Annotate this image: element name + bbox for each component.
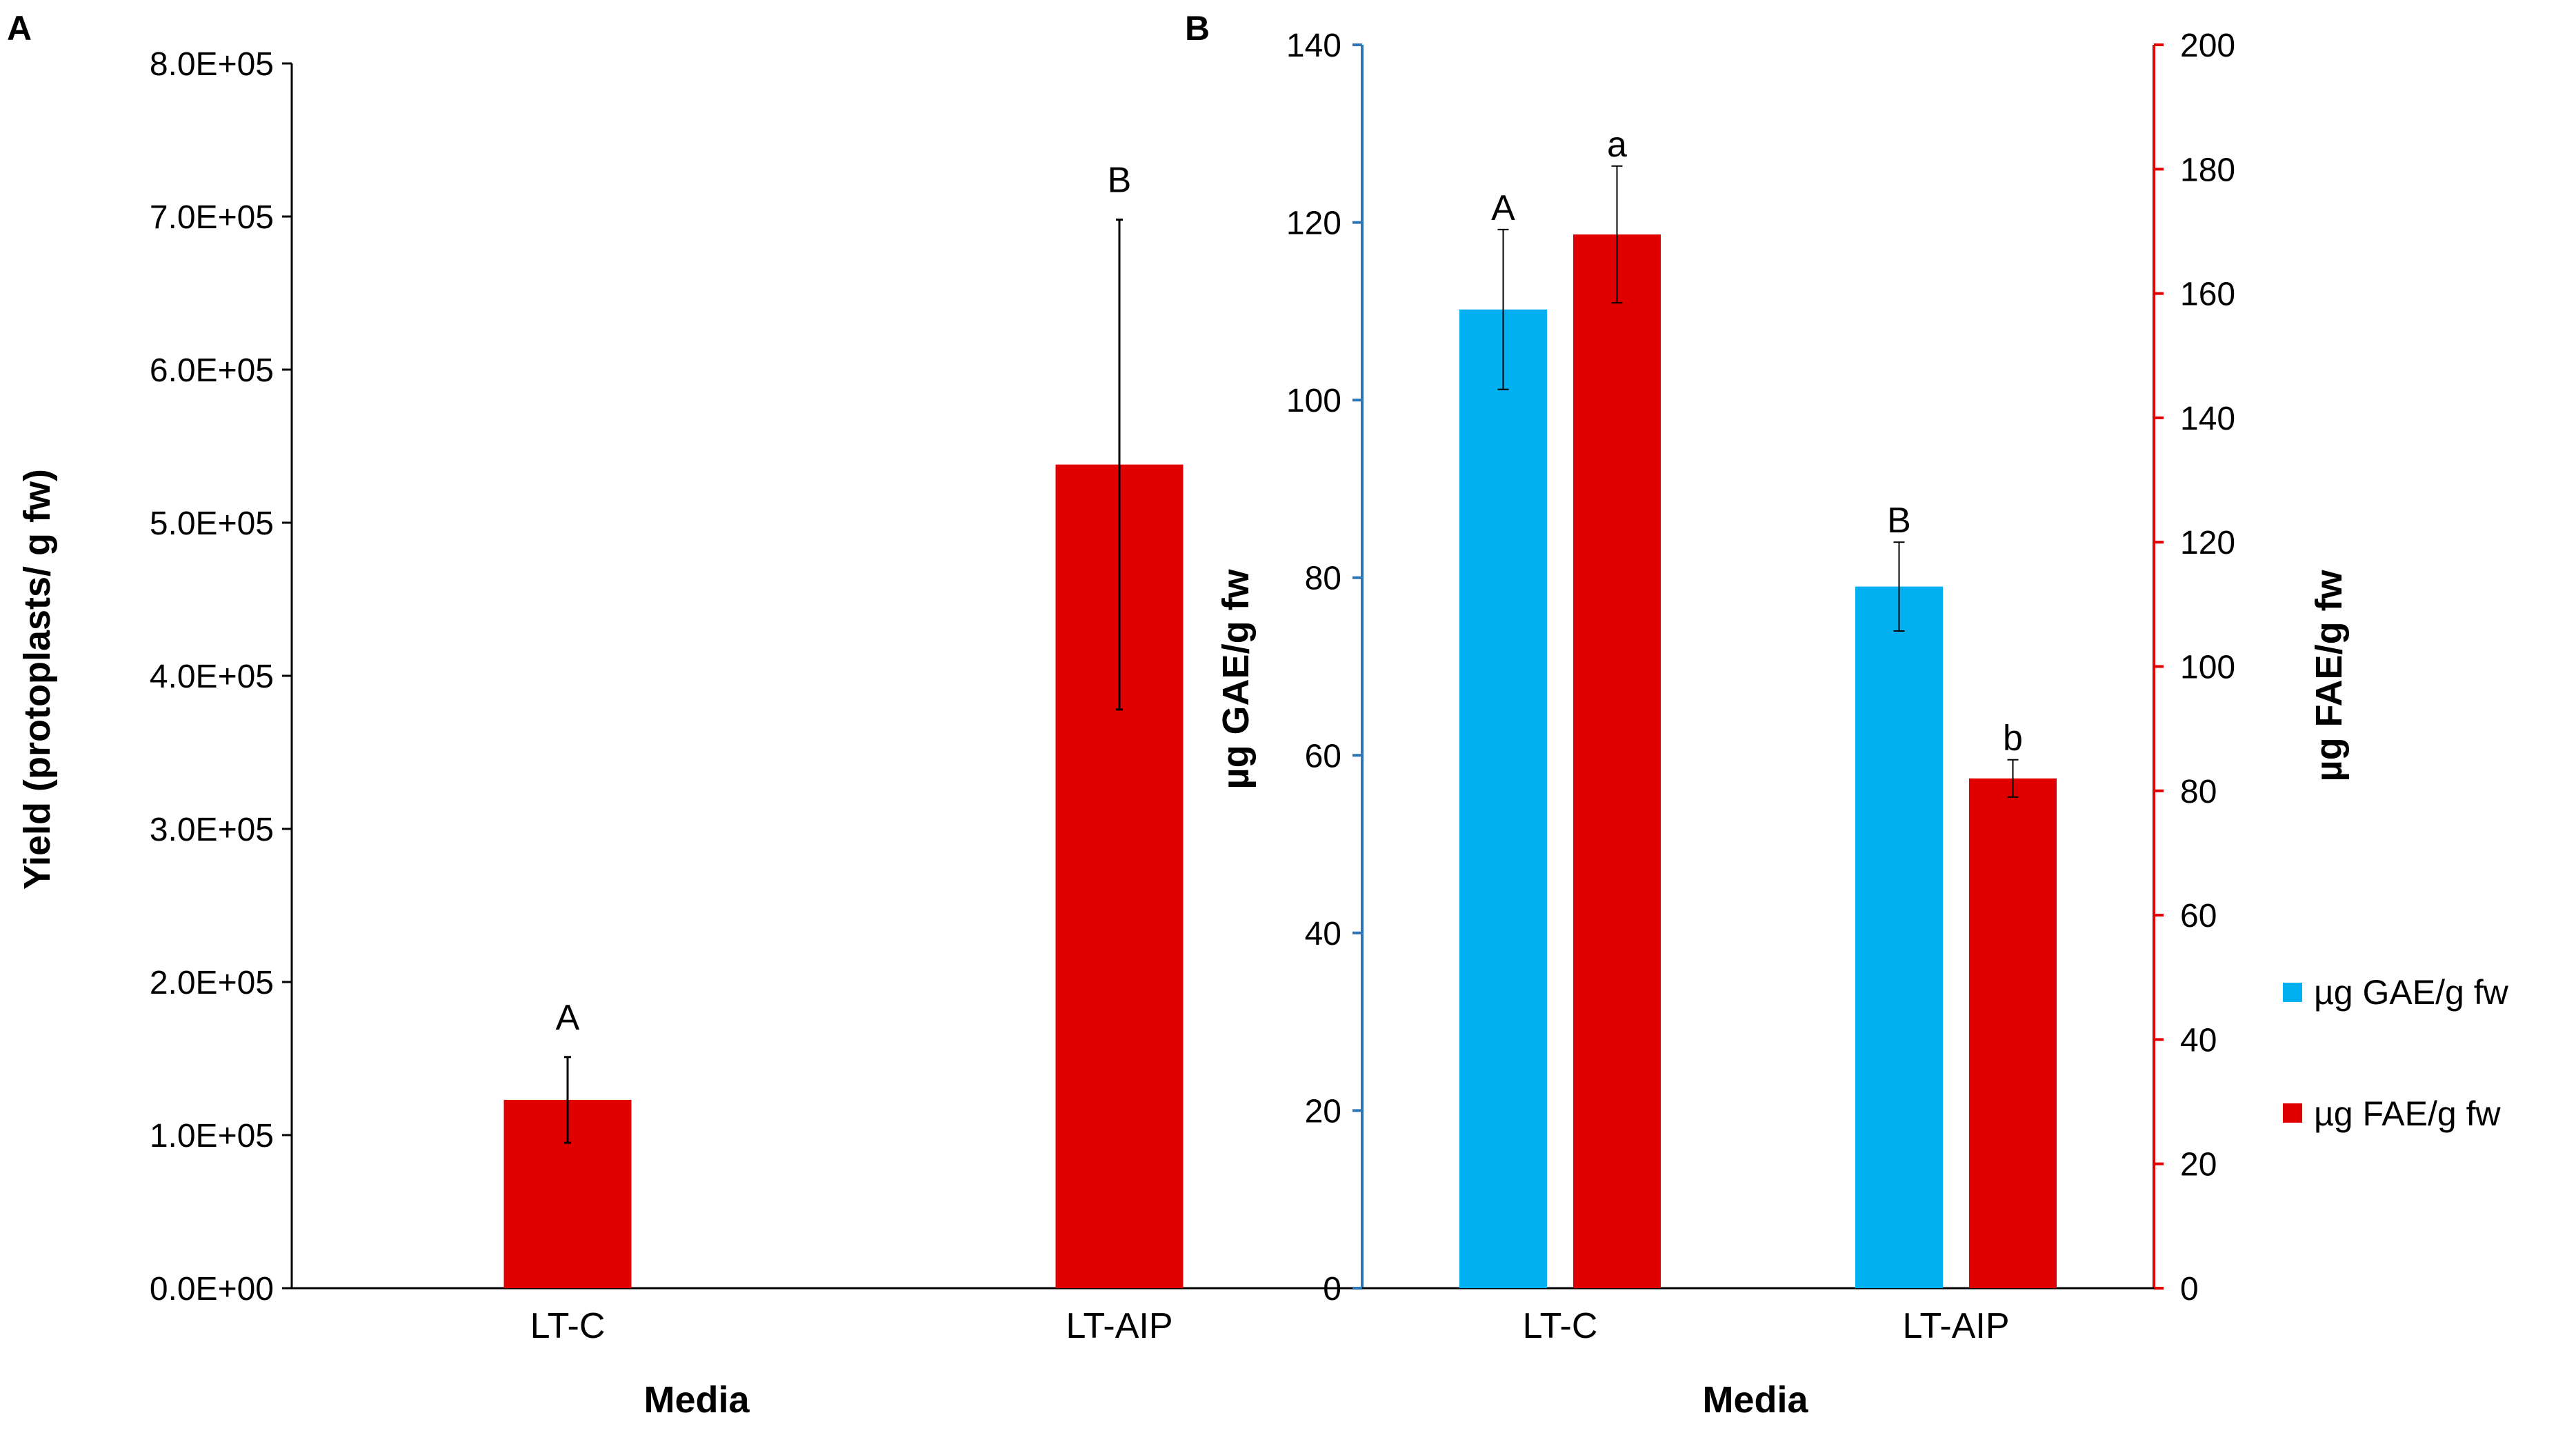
chart-b-left-tick-label: 60 (1305, 738, 1341, 774)
chart-b-right-tick-label: 60 (2180, 898, 2217, 934)
panel-b-label: B (1185, 9, 1210, 48)
legend-label-gae: µg GAE/g fw (2314, 973, 2509, 1012)
chart-b-right-tick-label: 200 (2180, 28, 2235, 64)
chart-a-y-tick-label: 8.0E+05 (150, 46, 274, 83)
chart-a-y-tick-label: 1.0E+05 (150, 1118, 274, 1154)
panel-a-label: A (7, 9, 32, 48)
chart-b-left-tick-label: 100 (1286, 383, 1341, 419)
chart-b-significance-letter: A (1491, 188, 1515, 228)
chart-b-left-tick-label: 40 (1305, 916, 1341, 952)
chart-a-y-axis-title: Yield (protoplasts/ g fw) (17, 469, 58, 890)
chart-a-significance-letter: B (1108, 160, 1132, 200)
chart-b-significance-letter: B (1887, 501, 1911, 541)
chart-b-bar (1969, 778, 2057, 1288)
chart-b-bar (1459, 309, 1547, 1288)
chart-a-y-tick-label: 5.0E+05 (150, 505, 274, 542)
chart-b-left-tick-label: 0 (1323, 1271, 1341, 1307)
chart-b-category-label: LT-AIP (1902, 1306, 2009, 1346)
chart-a-significance-letter: A (556, 998, 580, 1038)
legend-label-fae: µg FAE/g fw (2314, 1094, 2501, 1133)
chart-b-category-label: LT-C (1523, 1306, 1598, 1346)
chart-b-right-tick-label: 100 (2180, 650, 2235, 686)
chart-b-right-tick-label: 140 (2180, 401, 2235, 437)
chart-b-left-y-axis-title: µg GAE/g fw (1215, 568, 1257, 789)
chart-b-left-tick-label: 20 (1305, 1093, 1341, 1130)
chart-b-significance-letter: a (1607, 125, 1627, 165)
chart-a-x-axis-title: Media (643, 1379, 750, 1421)
chart-b-legend: µg GAE/g fw µg FAE/g fw (2283, 973, 2509, 1133)
chart-b-significance-letter: b (2003, 719, 2023, 759)
chart-b-right-tick-label: 40 (2180, 1022, 2217, 1059)
chart-b-right-tick-label: 160 (2180, 277, 2235, 313)
chart-a-y-tick-label: 0.0E+00 (150, 1271, 274, 1307)
chart-b-left-tick-label: 140 (1286, 28, 1341, 64)
chart-b-right-tick-label: 180 (2180, 152, 2235, 188)
legend-swatch-gae (2283, 983, 2302, 1002)
chart-b-right-y-axis-title: µg FAE/g fw (2308, 569, 2350, 781)
chart-b-left-tick-label: 120 (1286, 206, 1341, 242)
chart-b-x-axis-title: Media (1702, 1379, 1808, 1421)
chart-a-y-tick-label: 2.0E+05 (150, 965, 274, 1001)
chart-a-y-tick-label: 3.0E+05 (150, 812, 274, 848)
chart-a-category-label: LT-C (530, 1306, 606, 1346)
chart-a: 0.0E+00 1.0E+05 2.0E+05 3.0E+05 4.0E+05 5.0E+… (150, 46, 1395, 1346)
chart-b-right-tick-label: 80 (2180, 774, 2217, 810)
chart-b-right-tick-label: 20 (2180, 1147, 2217, 1183)
chart-a-category-label: LT-AIP (1066, 1306, 1172, 1346)
chart-b-bar (1855, 586, 1943, 1288)
chart-a-y-tick-label: 4.0E+05 (150, 659, 274, 695)
chart-b-right-tick-label: 120 (2180, 525, 2235, 561)
chart-a-y-tick-label: 6.0E+05 (150, 352, 274, 389)
chart-b: 0 20 40 60 80 100 120 140 0 20 40 60 80 100 120 140 160 1… (1286, 28, 2235, 1346)
chart-b-left-tick-label: 80 (1305, 561, 1341, 597)
legend-swatch-fae (2283, 1103, 2302, 1123)
chart-b-bar (1573, 234, 1661, 1288)
chart-b-right-tick-label: 0 (2180, 1271, 2199, 1307)
chart-a-y-tick-label: 7.0E+05 (150, 199, 274, 236)
